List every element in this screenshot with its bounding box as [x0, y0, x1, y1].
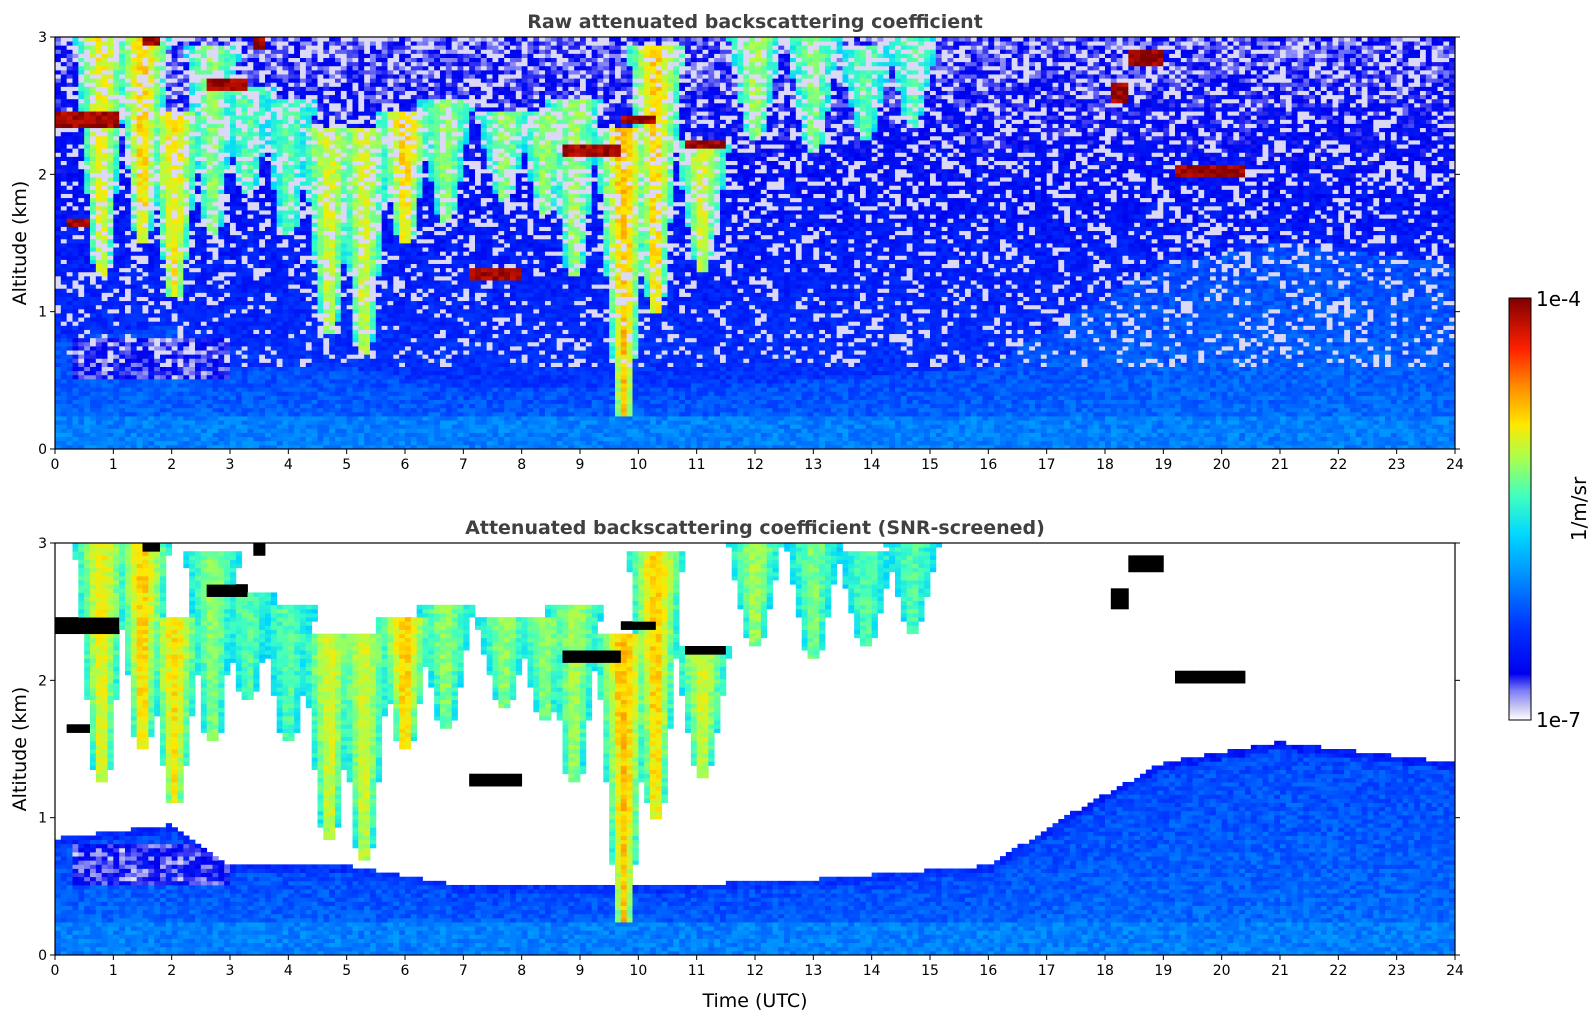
y-axis-screened: 0 1 2 3 [38, 536, 1460, 964]
chart-title-screened: Attenuated backscattering coefficient (S… [465, 517, 1045, 539]
x-tick-label: 20 [1213, 457, 1231, 473]
x-tick-label: 6 [401, 457, 410, 473]
x-tick-label: 13 [804, 457, 822, 473]
x-tick-label: 7 [459, 457, 468, 473]
x-tick-label: 3 [226, 457, 235, 473]
colorbar: 1e-4 1e-7 1/m/sr [1508, 287, 1591, 732]
x-tick-label: 12 [746, 963, 764, 979]
x-tick-label: 9 [576, 457, 585, 473]
heatmap-screened [55, 543, 1455, 955]
x-tick-label: 8 [517, 457, 526, 473]
y-tick-label: 1 [38, 305, 47, 321]
x-tick-label: 0 [51, 963, 60, 979]
heatmap-raw [55, 37, 1455, 449]
x-tick-label: 6 [401, 963, 410, 979]
x-tick-label: 15 [921, 457, 939, 473]
y-axis-raw: 0 1 2 3 [38, 30, 1460, 458]
x-tick-label: 16 [979, 457, 997, 473]
x-tick-label: 2 [167, 457, 176, 473]
x-tick-label: 12 [746, 457, 764, 473]
x-tick-label: 13 [804, 963, 822, 979]
y-tick-label: 3 [38, 30, 47, 46]
y-axis-label-screened: Altitude (km) [9, 687, 31, 812]
x-tick-label: 23 [1388, 963, 1406, 979]
x-tick-label: 18 [1096, 457, 1114, 473]
x-tick-label: 7 [459, 963, 468, 979]
x-tick-label: 0 [51, 457, 60, 473]
colorbar-unit-label: 1/m/sr [1567, 476, 1591, 541]
x-tick-label: 4 [284, 457, 293, 473]
x-tick-label: 2 [167, 963, 176, 979]
x-tick-label: 4 [284, 963, 293, 979]
x-axis-label: Time (UTC) [701, 990, 807, 1012]
x-tick-label: 5 [342, 457, 351, 473]
y-tick-label: 0 [38, 442, 47, 458]
x-tick-label: 10 [629, 963, 647, 979]
x-tick-label: 14 [863, 457, 881, 473]
colorbar-scale [1508, 297, 1532, 721]
x-tick-label: 1 [109, 963, 118, 979]
chart-title-raw: Raw attenuated backscattering coefficien… [527, 11, 983, 33]
y-tick-label: 2 [38, 167, 47, 183]
x-tick-label: 20 [1213, 963, 1231, 979]
x-tick-label: 5 [342, 963, 351, 979]
colorbar-min-label: 1e-7 [1536, 708, 1581, 732]
y-tick-label: 1 [38, 811, 47, 827]
x-tick-label: 22 [1329, 963, 1347, 979]
x-tick-label: 19 [1154, 963, 1172, 979]
x-tick-label: 23 [1388, 457, 1406, 473]
x-tick-label: 11 [688, 457, 706, 473]
y-tick-label: 2 [38, 673, 47, 689]
x-tick-label: 9 [576, 963, 585, 979]
x-axis-screened: 0 1 2 3 4 5 6 7 8 9 10 11 12 13 14 15 16 17 18 19 20 21 22 23 24 [51, 955, 1464, 979]
x-tick-label: 21 [1271, 963, 1289, 979]
x-tick-label: 22 [1329, 457, 1347, 473]
y-tick-label: 0 [38, 948, 47, 964]
x-tick-label: 21 [1271, 457, 1289, 473]
x-tick-label: 24 [1446, 963, 1464, 979]
x-tick-label: 14 [863, 963, 881, 979]
x-tick-label: 24 [1446, 457, 1464, 473]
x-tick-label: 17 [1038, 457, 1056, 473]
x-tick-label: 19 [1154, 457, 1172, 473]
x-tick-label: 8 [517, 963, 526, 979]
x-tick-label: 17 [1038, 963, 1056, 979]
x-tick-label: 10 [629, 457, 647, 473]
x-tick-label: 16 [979, 963, 997, 979]
x-tick-label: 3 [226, 963, 235, 979]
colorbar-max-label: 1e-4 [1536, 287, 1581, 311]
x-tick-label: 15 [921, 963, 939, 979]
x-tick-label: 11 [688, 963, 706, 979]
panel-raw: Raw attenuated backscattering coefficien… [9, 11, 1464, 473]
y-axis-label-raw: Altitude (km) [9, 181, 31, 306]
panel-screened: Attenuated backscattering coefficient (S… [9, 517, 1464, 1012]
y-tick-label: 3 [38, 536, 47, 552]
x-tick-label: 1 [109, 457, 118, 473]
x-axis-raw: 0 1 2 3 4 5 6 7 8 9 10 11 12 13 14 15 16 17 18 19 20 21 22 23 24 [51, 449, 1464, 473]
x-tick-label: 18 [1096, 963, 1114, 979]
